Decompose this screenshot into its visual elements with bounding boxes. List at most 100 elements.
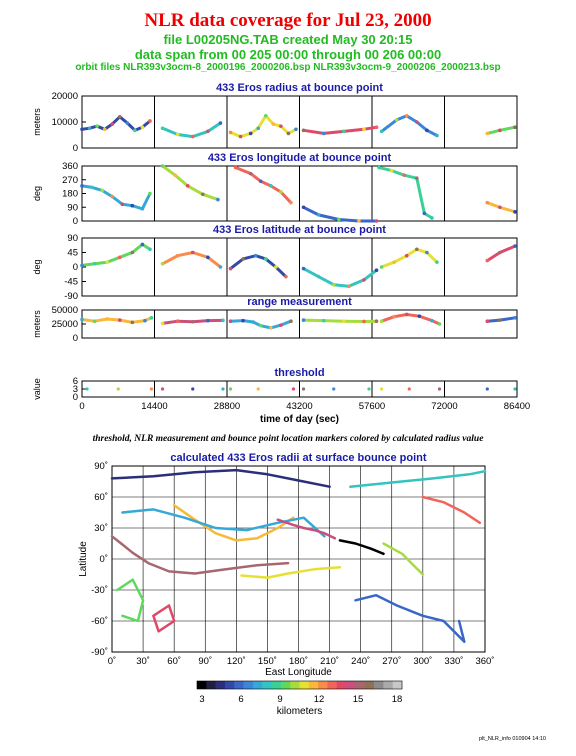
data-point bbox=[485, 387, 489, 391]
data-point bbox=[248, 131, 253, 136]
data-point bbox=[160, 321, 165, 326]
data-point bbox=[367, 387, 371, 391]
data-point bbox=[379, 319, 384, 324]
y-tick-label: 180 bbox=[62, 189, 78, 200]
colorbar-swatch bbox=[262, 681, 272, 689]
data-point bbox=[485, 131, 490, 136]
data-point bbox=[190, 319, 195, 324]
data-track bbox=[234, 166, 293, 205]
colorbar-swatch bbox=[234, 681, 244, 689]
panel-title: 433 Eros radius at bounce point bbox=[216, 82, 383, 94]
panel-title: 433 Eros longitude at bounce point bbox=[208, 152, 392, 164]
x-tick-label: 330˚ bbox=[444, 656, 463, 667]
page-title: NLR data coverage for Jul 23, 2000 bbox=[144, 10, 432, 31]
data-point bbox=[175, 253, 180, 258]
figure-caption: threshold, NLR measurement and bounce po… bbox=[92, 434, 484, 444]
data-point bbox=[80, 263, 84, 268]
data-point bbox=[201, 192, 205, 197]
data-point bbox=[80, 317, 84, 322]
data-point bbox=[248, 171, 253, 176]
colorbar-swatch bbox=[392, 681, 403, 689]
data-track bbox=[161, 251, 222, 269]
data-point bbox=[392, 314, 396, 319]
colorbar-swatch bbox=[383, 681, 393, 689]
ground-track bbox=[240, 566, 342, 579]
data-point bbox=[415, 176, 419, 181]
colorbar-tick: 12 bbox=[314, 694, 325, 705]
data-track bbox=[80, 242, 152, 267]
data-point bbox=[379, 387, 384, 391]
data-point bbox=[301, 205, 306, 210]
ground-track bbox=[110, 535, 290, 575]
data-point bbox=[185, 184, 190, 188]
x-tick-label: 180˚ bbox=[289, 656, 308, 667]
x-tick-label: 90˚ bbox=[198, 656, 212, 667]
colorbar-swatch bbox=[327, 681, 338, 689]
data-point bbox=[301, 387, 306, 391]
data-point bbox=[160, 164, 165, 168]
data-point bbox=[294, 127, 298, 132]
y-tick-label: 90 bbox=[67, 233, 78, 244]
data-track bbox=[380, 247, 439, 269]
data-point bbox=[95, 124, 99, 128]
ground-track bbox=[172, 504, 295, 542]
colorbar-label: kilometers bbox=[277, 706, 323, 717]
colorbar-tick: 9 bbox=[277, 694, 282, 705]
data-point bbox=[206, 129, 210, 134]
ground-track bbox=[110, 468, 331, 488]
footer-stamp: plt_NLR_info 010904 14:10 bbox=[479, 736, 546, 742]
data-point bbox=[430, 216, 434, 220]
data-point bbox=[425, 128, 429, 133]
x-tick-label: 300˚ bbox=[413, 656, 432, 667]
data-point bbox=[379, 265, 384, 269]
data-point bbox=[498, 205, 502, 210]
data-track bbox=[302, 125, 378, 135]
data-point bbox=[87, 126, 92, 131]
data-point bbox=[279, 190, 283, 194]
data-track bbox=[161, 121, 222, 139]
data-point bbox=[417, 314, 422, 318]
data-point bbox=[316, 274, 321, 279]
data-track bbox=[80, 316, 153, 324]
panel-title: 433 Eros latitude at bounce point bbox=[213, 224, 386, 236]
data-point bbox=[394, 118, 399, 122]
data-point bbox=[321, 318, 326, 323]
colorbar-tick: 15 bbox=[353, 694, 364, 705]
data-point bbox=[435, 133, 439, 138]
data-point bbox=[513, 387, 517, 391]
data-point bbox=[258, 179, 263, 184]
data-point bbox=[485, 258, 490, 263]
data-point bbox=[221, 387, 225, 391]
data-point bbox=[191, 387, 195, 391]
data-point bbox=[415, 247, 419, 252]
data-point bbox=[190, 250, 195, 255]
colorbar-swatch bbox=[271, 681, 282, 689]
data-point bbox=[389, 168, 394, 173]
colorbar-frame bbox=[196, 680, 403, 690]
data-point bbox=[485, 319, 490, 324]
y-tick-label: 20000 bbox=[52, 91, 78, 102]
y-tick-label: -90˚ bbox=[91, 647, 108, 658]
data-point bbox=[256, 387, 260, 391]
data-point bbox=[80, 127, 84, 132]
data-point bbox=[256, 126, 261, 131]
data-point bbox=[336, 217, 341, 222]
data-point bbox=[100, 188, 104, 193]
colorbar-swatch bbox=[308, 681, 319, 689]
y-tick-label: -90 bbox=[64, 291, 78, 302]
data-point bbox=[415, 120, 419, 124]
file-line: file L00205NG.TAB created May 30 20:15 bbox=[163, 32, 413, 47]
x-tick-label: 28800 bbox=[214, 401, 240, 412]
orbit-line: orbit files NLR393v3ocm-8_2000196_200020… bbox=[75, 62, 501, 73]
data-point bbox=[140, 125, 145, 129]
panel-title: threshold bbox=[274, 367, 324, 379]
y-axis-label: meters bbox=[32, 310, 42, 338]
data-point bbox=[258, 323, 263, 328]
colorbar-tick: 6 bbox=[238, 694, 243, 705]
y-tick-label: 50000 bbox=[52, 305, 78, 316]
ground-track bbox=[354, 593, 466, 643]
x-tick-label: 72000 bbox=[431, 401, 457, 412]
y-tick-label: 0 bbox=[73, 216, 78, 227]
data-point bbox=[160, 261, 165, 266]
